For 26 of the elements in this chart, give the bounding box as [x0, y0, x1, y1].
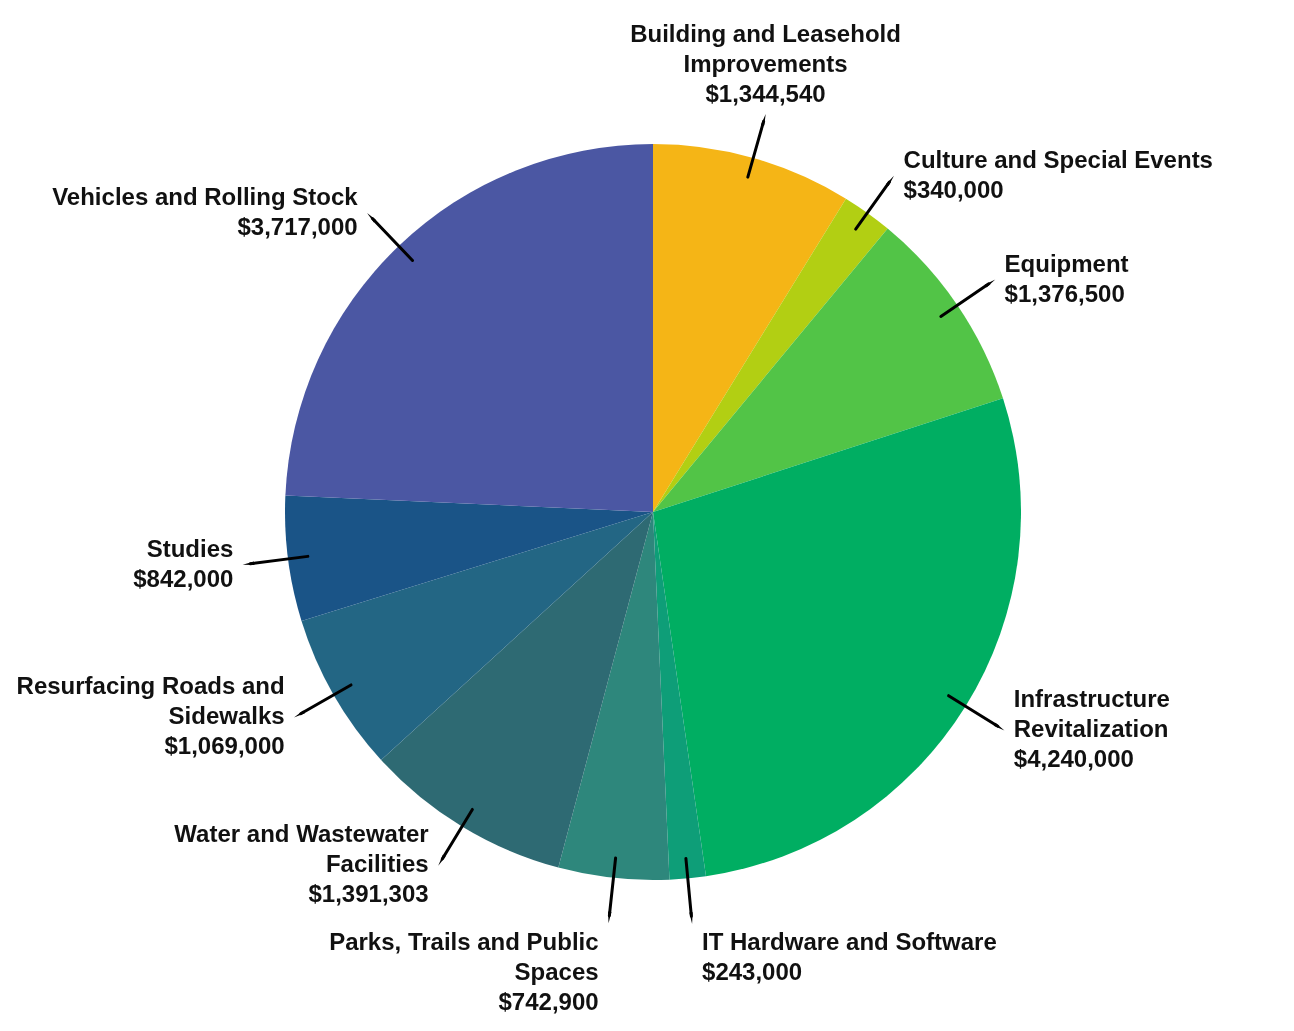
slice-label: Resurfacing Roads and Sidewalks — [16, 672, 285, 730]
data-label: $1,376,500 — [1004, 279, 1125, 307]
pie-slice — [285, 495, 653, 621]
slice-label: Culture and Special Events — [903, 146, 1213, 174]
data-label: $842,000 — [133, 564, 234, 592]
slice-label: Parks, Trails and Public Spaces — [329, 927, 599, 985]
data-label: $243,000 — [702, 958, 803, 986]
data-label: $340,000 — [903, 176, 1004, 204]
slice-label: Studies — [146, 534, 234, 562]
slice-label: Equipment — [1004, 249, 1129, 277]
slice-label: IT Hardware and Software — [702, 928, 997, 956]
data-label: $1,391,303 — [308, 880, 429, 908]
slice-label: Water and Wastewater Facilities — [174, 820, 429, 878]
pie-slice — [653, 228, 1003, 512]
data-label: $4,240,000 — [1013, 744, 1134, 772]
pie-slice — [558, 512, 670, 880]
pie-slice — [653, 144, 846, 512]
data-label: $1,069,000 — [164, 732, 285, 760]
pie-slice — [653, 198, 888, 512]
data-label: $1,344,540 — [705, 79, 826, 107]
pie-slice — [301, 512, 653, 760]
data-label: $742,900 — [498, 987, 599, 1015]
slice-label: Vehicles and Rolling Stock — [52, 183, 359, 211]
slice-label: Infrastructure Revitalization — [1013, 684, 1170, 742]
data-label: $3,717,000 — [237, 213, 358, 241]
slice-label: Building and Leasehold Improvements — [630, 19, 901, 77]
